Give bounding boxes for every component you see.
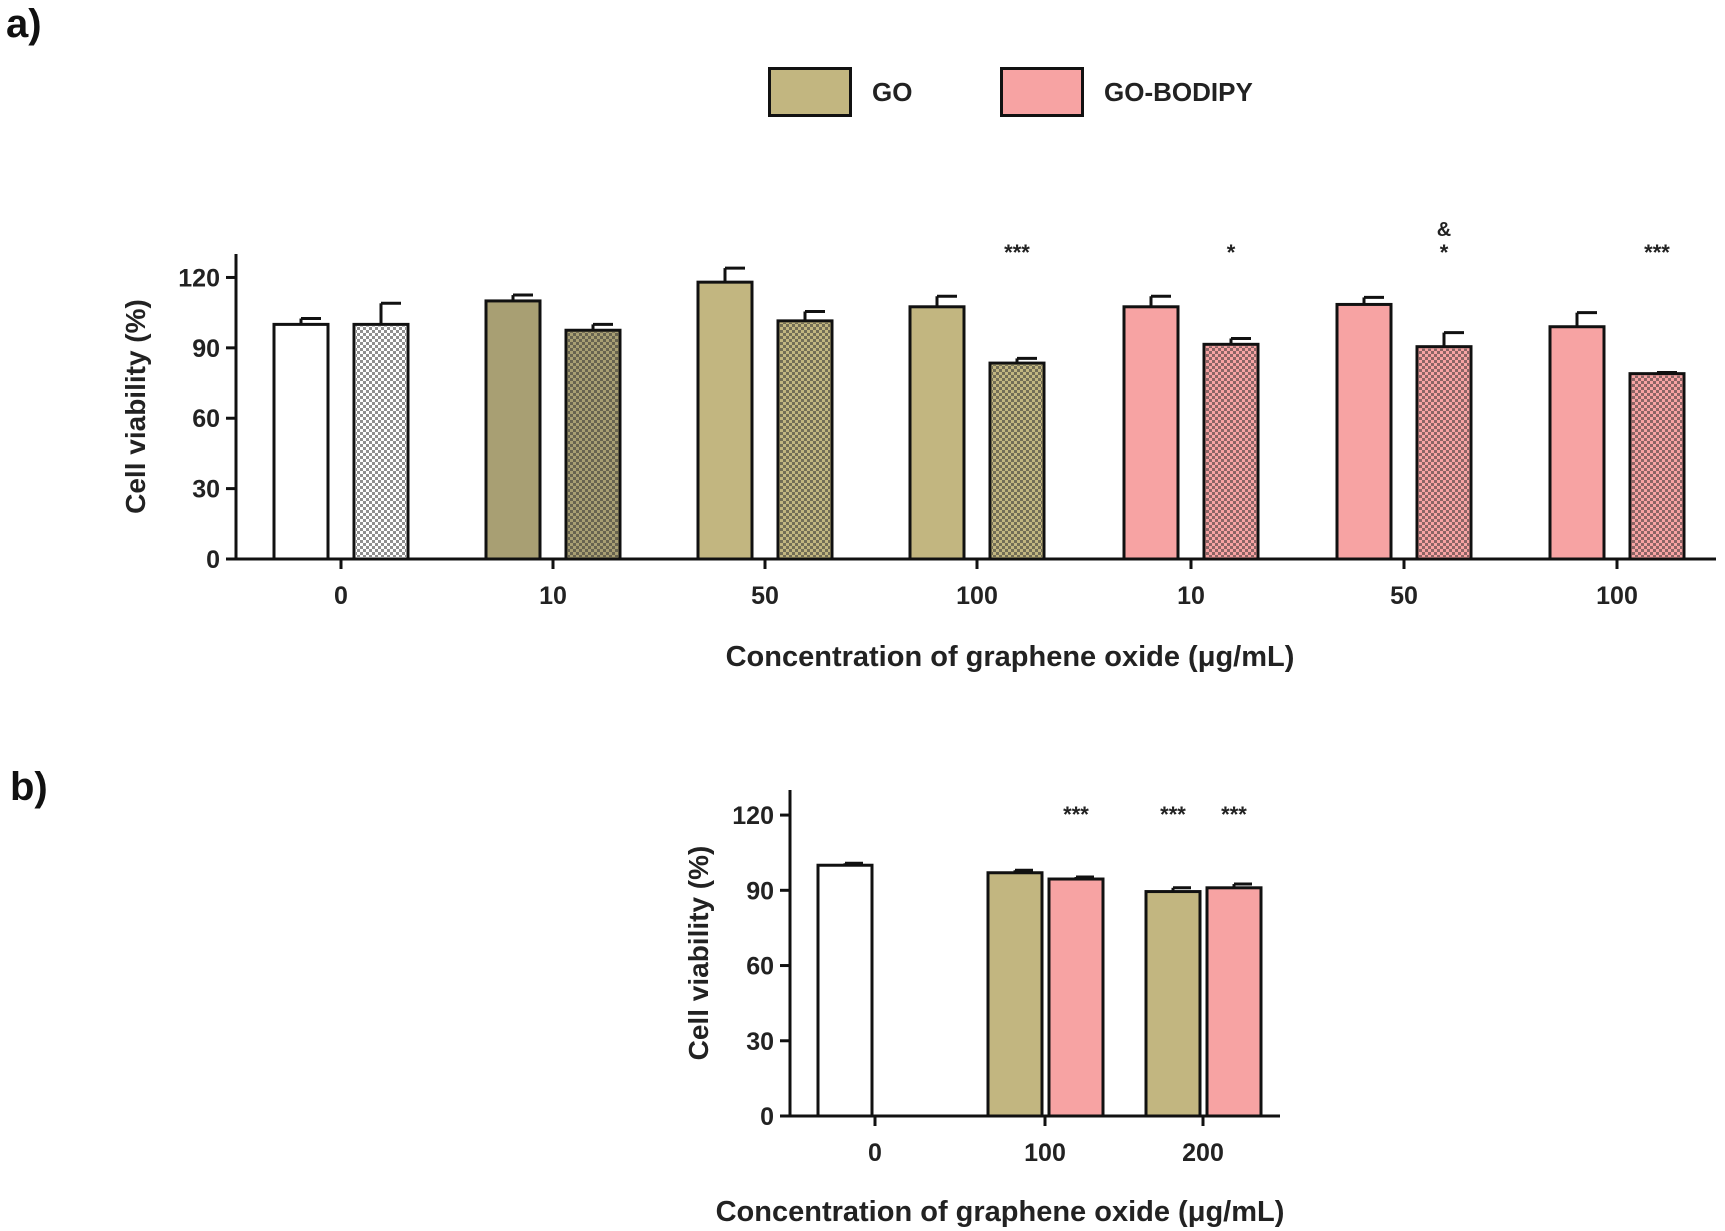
x-tick-label: 0	[334, 582, 348, 610]
y-tick-label: 30	[192, 476, 220, 504]
significance-label: ***	[1004, 240, 1030, 265]
bar	[484, 299, 542, 561]
significance-label: ***	[1221, 802, 1247, 827]
bar	[908, 305, 966, 561]
bar-hatch	[1206, 346, 1256, 557]
x-tick-label: 50	[1390, 582, 1418, 610]
legend-label-go: GO	[872, 76, 913, 107]
y-tick-label: 120	[178, 264, 220, 292]
x-axis-title: Concentration of graphene oxide (μg/mL)	[726, 641, 1295, 673]
bar-hatch	[992, 365, 1042, 557]
y-axis-title: Cell viability (%)	[683, 846, 714, 1061]
x-tick-label: 10	[539, 582, 567, 610]
bar-hatch	[780, 322, 830, 557]
bar	[1047, 877, 1105, 1118]
bar	[1144, 890, 1202, 1118]
bar	[986, 871, 1044, 1118]
bar	[1335, 302, 1393, 561]
significance-label: ***	[1644, 240, 1670, 265]
panel-label-b: b)	[10, 765, 48, 809]
bar-hatch	[356, 326, 406, 557]
significance-label: &	[1437, 219, 1451, 241]
x-tick-label: 50	[751, 582, 779, 610]
y-tick-label: 0	[206, 546, 220, 574]
y-tick-label: 60	[192, 405, 220, 433]
x-tick-label: 0	[868, 1139, 882, 1167]
y-tick-label: 60	[746, 953, 774, 981]
legend-item-go-bodipy: GO-BODIPY	[1000, 65, 1253, 119]
bar	[1205, 886, 1263, 1118]
bar-hatch	[568, 332, 618, 557]
x-tick-label: 10	[1177, 582, 1205, 610]
x-axis-title: Concentration of graphene oxide (μg/mL)	[716, 1196, 1285, 1228]
legend-label-go-bodipy: GO-BODIPY	[1104, 76, 1253, 107]
bar	[1548, 325, 1606, 561]
significance-label: *	[1227, 240, 1236, 265]
bar	[816, 863, 874, 1118]
bar-hatch	[1632, 375, 1682, 557]
x-tick-label: 200	[1182, 1139, 1224, 1167]
y-axis-title: Cell viability (%)	[120, 299, 151, 514]
y-tick-label: 90	[192, 335, 220, 363]
legend-swatch-go	[768, 67, 852, 117]
legend-swatch-go-bodipy	[1000, 67, 1084, 117]
bar-hatch	[1419, 348, 1469, 557]
y-tick-label: 90	[746, 877, 774, 905]
significance-label: ***	[1063, 802, 1089, 827]
chart-a: 0 30 60 90 120 Cell viability (%) 0 10 50 100 10 50…	[120, 219, 1716, 673]
significance-label: *	[1440, 240, 1449, 265]
bar	[696, 280, 754, 561]
significance-label: ***	[1160, 802, 1186, 827]
bar	[272, 322, 330, 561]
y-tick-label: 0	[760, 1103, 774, 1131]
y-tick-label: 30	[746, 1028, 774, 1056]
legend-item-go: GO	[768, 65, 912, 119]
chart-legend: GO GO-BODIPY	[768, 65, 1288, 125]
panel-label-a: a)	[6, 2, 42, 46]
x-tick-label: 100	[1596, 582, 1638, 610]
y-tick-label: 120	[732, 802, 774, 830]
x-tick-label: 100	[1024, 1139, 1066, 1167]
x-tick-label: 100	[956, 582, 998, 610]
bar	[1122, 305, 1180, 561]
